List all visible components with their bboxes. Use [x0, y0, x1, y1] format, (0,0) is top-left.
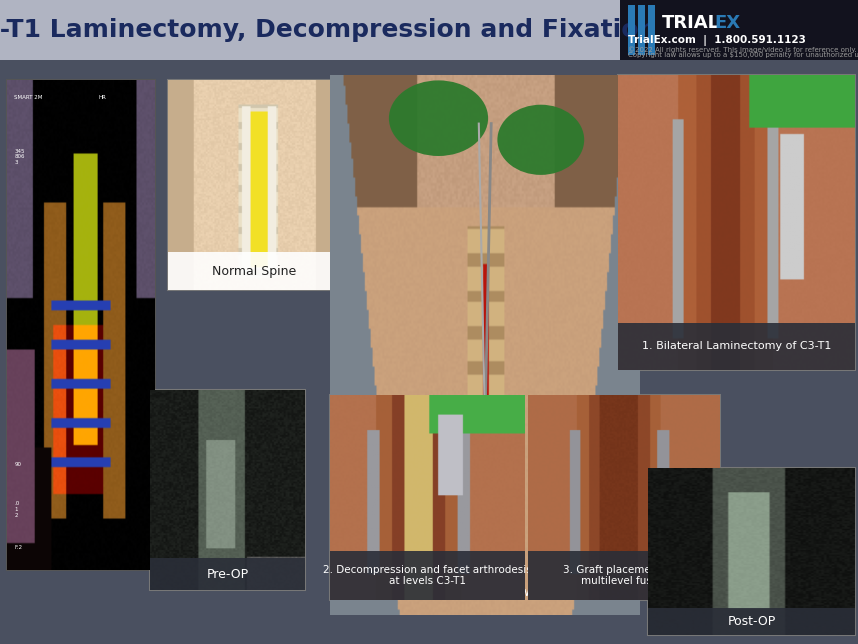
Text: Normal Spine: Normal Spine — [212, 265, 296, 278]
Text: TRIAL: TRIAL — [662, 14, 720, 32]
Text: Posterior View: Posterior View — [440, 586, 529, 599]
Bar — [168, 252, 340, 290]
Bar — [648, 609, 855, 635]
Bar — [620, 0, 858, 60]
Bar — [330, 551, 525, 600]
Text: 1. Bilateral Laminectomy of C3-T1: 1. Bilateral Laminectomy of C3-T1 — [642, 341, 831, 352]
Text: EX: EX — [714, 14, 740, 32]
Bar — [7, 80, 155, 570]
Bar — [648, 468, 855, 635]
Text: TrialEx.com  |  1.800.591.1123: TrialEx.com | 1.800.591.1123 — [628, 35, 806, 46]
Ellipse shape — [389, 80, 488, 156]
Bar — [638, 5, 645, 55]
Text: 345
806
3: 345 806 3 — [15, 149, 25, 166]
Text: 3. Graft placement and
multilevel fusion: 3. Graft placement and multilevel fusion — [564, 565, 685, 586]
Text: 90: 90 — [15, 462, 21, 467]
Bar — [648, 5, 655, 55]
Text: Copyright law allows up to a $150,000 penalty for unauthorized use.: Copyright law allows up to a $150,000 pe… — [628, 52, 858, 58]
Bar — [618, 323, 855, 370]
Bar — [168, 80, 340, 290]
Bar — [528, 551, 720, 600]
Text: Pre-OP: Pre-OP — [207, 567, 249, 580]
Bar — [150, 558, 305, 590]
Bar — [618, 75, 855, 370]
Bar — [0, 0, 620, 60]
Text: F:2: F:2 — [15, 545, 22, 551]
Text: Post-OP: Post-OP — [728, 615, 776, 628]
Text: 2. Decompression and facet arthrodesis
at levels C3-T1: 2. Decompression and facet arthrodesis a… — [323, 565, 532, 586]
Text: SMART 2M: SMART 2M — [15, 95, 43, 100]
Bar — [528, 395, 720, 600]
Text: HR: HR — [99, 95, 106, 100]
Ellipse shape — [498, 105, 584, 175]
Text: ©2022 All rights reserved. This image/video is for reference only.: ©2022 All rights reserved. This image/vi… — [628, 46, 857, 53]
Text: .0
1
2: .0 1 2 — [15, 502, 20, 518]
Bar — [628, 5, 635, 55]
Bar — [150, 390, 305, 590]
Bar — [330, 395, 525, 600]
Text: C3-T1 Laminectomy, Decompression and Fixation: C3-T1 Laminectomy, Decompression and Fix… — [0, 18, 656, 42]
